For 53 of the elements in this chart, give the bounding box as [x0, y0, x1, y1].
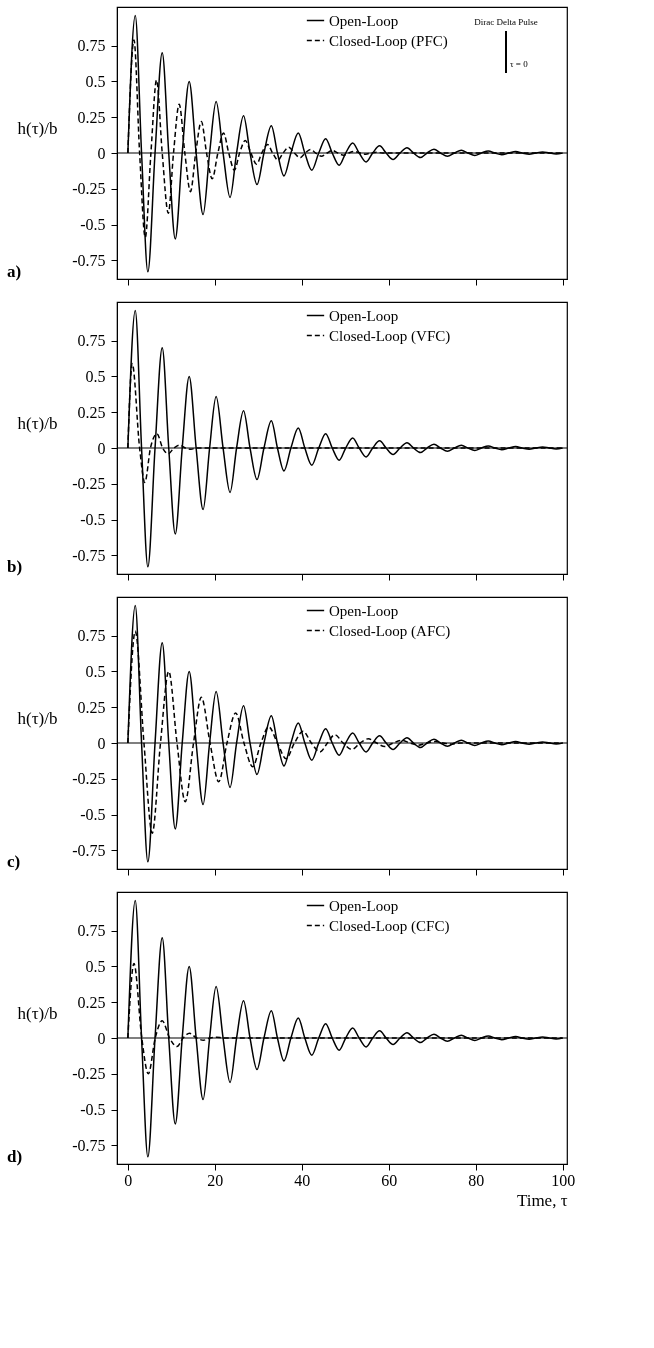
legend-label: Closed-Loop (AFC): [329, 622, 451, 640]
y-tick-label: 0.5: [85, 662, 106, 680]
y-tick-label: 0: [97, 439, 106, 457]
y-tick-label: 0: [97, 1029, 106, 1047]
text: d): [7, 1147, 23, 1166]
legend-label: Closed-Loop (PFC): [329, 32, 448, 50]
y-tick-label: 0.5: [85, 72, 106, 90]
y-tick-label: 0.75: [77, 37, 106, 55]
y-tick-label: -0.5: [80, 216, 106, 234]
y-tick-label: -0.75: [72, 841, 106, 859]
y-tick-label: 0.75: [77, 627, 106, 645]
x-axis-title: Time, τ: [516, 1190, 568, 1210]
y-tick-label: 0.25: [77, 108, 106, 126]
y-tick-label: 0.5: [85, 957, 106, 975]
y-tick-label: -0.25: [72, 180, 106, 198]
y-axis-title: h(τ)/b: [17, 118, 58, 138]
y-tick-label: 0.25: [77, 403, 106, 421]
y-tick-label: -0.75: [72, 251, 106, 269]
y-axis-title: h(τ)/b: [17, 413, 58, 433]
x-tick-label: 100: [551, 1171, 576, 1189]
legend-label: Open-Loop: [329, 897, 399, 914]
legend-label: Closed-Loop (VFC): [329, 327, 451, 345]
text: c): [7, 852, 21, 871]
y-tick-label: 0.75: [77, 922, 106, 940]
legend-label: Open-Loop: [329, 602, 399, 619]
y-tick-label: 0.25: [77, 698, 106, 716]
y-tick-label: -0.5: [80, 806, 106, 824]
text: b): [7, 557, 23, 576]
annotation: τ = 0: [510, 59, 529, 69]
y-tick-label: -0.75: [72, 546, 106, 564]
y-tick-label: -0.25: [72, 770, 106, 788]
y-tick-label: 0: [97, 144, 106, 162]
y-tick-label: -0.25: [72, 1065, 106, 1083]
y-tick-label: -0.75: [72, 1136, 106, 1154]
x-tick-label: 0: [124, 1171, 133, 1189]
y-tick-label: 0: [97, 734, 106, 752]
y-tick-label: 0.75: [77, 332, 106, 350]
annotation: Dirac Delta Pulse: [474, 17, 538, 27]
x-tick-label: 60: [381, 1171, 398, 1189]
x-tick-label: 80: [468, 1171, 485, 1189]
y-tick-label: -0.5: [80, 511, 106, 529]
legend-label: Closed-Loop (CFC): [329, 917, 450, 935]
x-tick-label: 40: [294, 1171, 311, 1189]
y-axis-title: h(τ)/b: [17, 1003, 58, 1023]
y-tick-label: 0.5: [85, 367, 106, 385]
legend-label: Open-Loop: [329, 12, 399, 29]
y-tick-label: 0.25: [77, 993, 106, 1011]
x-tick-label: 20: [207, 1171, 224, 1189]
y-tick-label: -0.5: [80, 1101, 106, 1119]
legend-label: Open-Loop: [329, 307, 399, 324]
y-axis-title: h(τ)/b: [17, 708, 58, 728]
y-tick-label: -0.25: [72, 475, 106, 493]
text: a): [7, 262, 22, 281]
